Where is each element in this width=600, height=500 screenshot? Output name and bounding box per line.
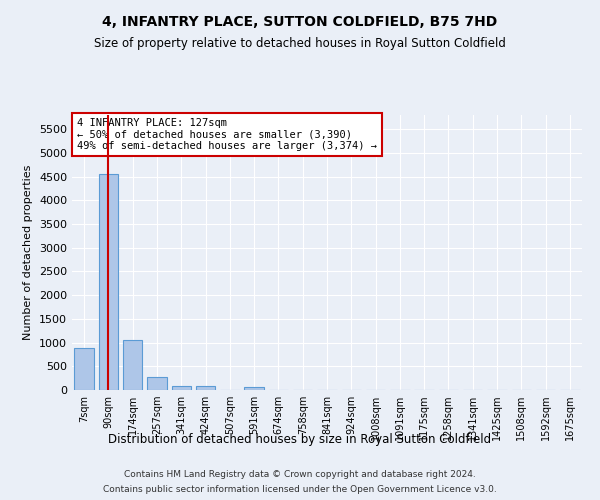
Bar bbox=[196, 386, 215, 390]
Y-axis label: Number of detached properties: Number of detached properties bbox=[23, 165, 34, 340]
Bar bbox=[74, 348, 94, 390]
Bar bbox=[172, 386, 191, 390]
Text: 4 INFANTRY PLACE: 127sqm
← 50% of detached houses are smaller (3,390)
49% of sem: 4 INFANTRY PLACE: 127sqm ← 50% of detach… bbox=[77, 118, 377, 151]
Bar bbox=[147, 377, 167, 390]
Bar bbox=[244, 388, 264, 390]
Text: Distribution of detached houses by size in Royal Sutton Coldfield: Distribution of detached houses by size … bbox=[109, 432, 491, 446]
Text: Contains public sector information licensed under the Open Government Licence v3: Contains public sector information licen… bbox=[103, 485, 497, 494]
Text: Size of property relative to detached houses in Royal Sutton Coldfield: Size of property relative to detached ho… bbox=[94, 38, 506, 51]
Text: Contains HM Land Registry data © Crown copyright and database right 2024.: Contains HM Land Registry data © Crown c… bbox=[124, 470, 476, 479]
Text: 4, INFANTRY PLACE, SUTTON COLDFIELD, B75 7HD: 4, INFANTRY PLACE, SUTTON COLDFIELD, B75… bbox=[103, 15, 497, 29]
Bar bbox=[123, 340, 142, 390]
Bar bbox=[99, 174, 118, 390]
